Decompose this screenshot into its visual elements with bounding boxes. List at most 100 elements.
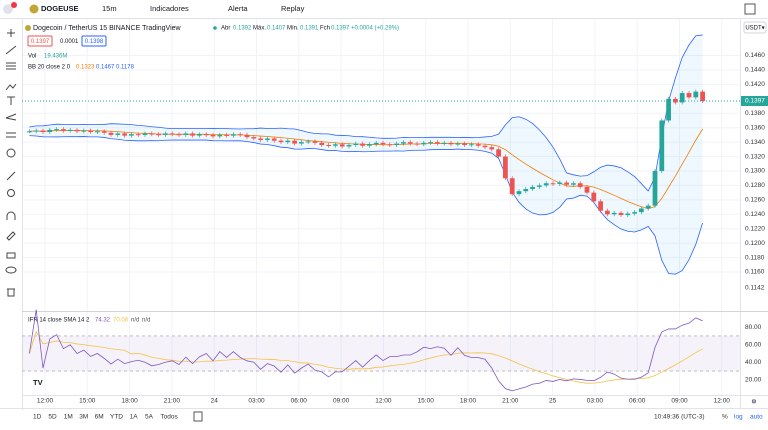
clock: 10:49:36 (UTC-3) xyxy=(654,414,705,421)
candle xyxy=(353,143,359,146)
time-label: 12:00 xyxy=(375,398,392,405)
fib-tool[interactable] xyxy=(6,62,16,70)
candle xyxy=(312,141,318,143)
candle xyxy=(40,130,46,133)
time-label: 03:00 xyxy=(587,398,604,405)
time-label: 25 xyxy=(549,398,557,405)
candle xyxy=(115,133,121,135)
high-label: Máx. xyxy=(253,26,266,32)
tv-logo: TV xyxy=(33,378,43,387)
rsi-tick-label: 80.00 xyxy=(745,324,762,331)
candle xyxy=(387,144,393,146)
magnet-tool[interactable] xyxy=(6,211,16,220)
avatar[interactable] xyxy=(3,4,13,14)
icons-tool[interactable] xyxy=(6,148,16,158)
open-label: Abr xyxy=(221,26,230,32)
candle xyxy=(197,134,202,136)
interval[interactable]: 15m xyxy=(102,4,117,13)
y-tick-label: 0.1380 xyxy=(745,110,765,117)
alert[interactable]: Alerta xyxy=(228,4,248,13)
candle xyxy=(190,133,195,136)
coin-icon xyxy=(29,4,39,14)
candle xyxy=(95,131,100,133)
candle xyxy=(285,140,291,143)
candle xyxy=(61,129,66,131)
range-button[interactable]: Todos xyxy=(160,414,178,421)
candle xyxy=(455,143,461,145)
candle xyxy=(686,93,692,98)
range-button[interactable]: 5A xyxy=(145,414,154,421)
forecast-tool[interactable] xyxy=(6,132,16,138)
sell[interactable]: 0.1397 xyxy=(31,39,50,45)
rsi-sma-line xyxy=(29,330,703,384)
sell-box[interactable] xyxy=(27,35,53,47)
candle xyxy=(543,183,549,186)
candle xyxy=(74,129,80,132)
trend-tool[interactable] xyxy=(5,45,17,55)
low: 0.1391 xyxy=(300,26,319,32)
range-button[interactable]: YTD xyxy=(110,414,123,421)
candle xyxy=(271,138,277,141)
candle xyxy=(571,183,576,185)
pattern-tool[interactable] xyxy=(5,113,17,121)
date-range-icon[interactable] xyxy=(193,411,203,422)
candle xyxy=(482,145,488,148)
currency-box[interactable] xyxy=(743,21,767,34)
range-button[interactable]: 5D xyxy=(48,414,57,421)
candle xyxy=(618,212,624,216)
time-label: 12:00 xyxy=(37,398,54,405)
symbol[interactable]: DOGEUSE xyxy=(41,4,79,13)
candle xyxy=(339,144,345,147)
text-tool[interactable] xyxy=(7,96,15,105)
close: 0.1397 xyxy=(331,26,350,32)
range-button[interactable]: 3M xyxy=(79,414,88,421)
candle xyxy=(659,120,665,171)
layout-icon[interactable] xyxy=(744,3,756,15)
range-button[interactable]: 1M xyxy=(64,414,73,421)
brush-tool[interactable] xyxy=(5,83,17,91)
candle xyxy=(217,134,223,137)
lock-tool[interactable] xyxy=(6,252,16,259)
replay[interactable]: Replay xyxy=(281,4,305,13)
y-tick-label: 0.1320 xyxy=(745,153,765,160)
candle xyxy=(27,131,32,133)
rsi-tick-label: 20.00 xyxy=(745,377,762,384)
status-dot xyxy=(213,26,217,30)
candle xyxy=(305,141,311,143)
rsi-value: 74.32 xyxy=(95,318,111,324)
rsi-line xyxy=(29,309,703,392)
buy-box[interactable] xyxy=(81,35,107,47)
range-button[interactable]: 1A xyxy=(130,414,139,421)
high: 0.1407 xyxy=(267,26,286,32)
candle xyxy=(645,205,651,209)
crosshair-tool[interactable] xyxy=(7,29,15,37)
candle xyxy=(401,142,406,144)
y-tick-label: 0.1460 xyxy=(745,52,765,59)
indicators[interactable]: Indicadores xyxy=(150,4,189,13)
log[interactable]: log xyxy=(734,414,743,421)
candle xyxy=(88,130,93,133)
candle xyxy=(462,143,467,146)
candle xyxy=(489,147,495,150)
lock-draw-tool[interactable] xyxy=(6,231,16,241)
candle xyxy=(346,145,352,147)
legend-title: Dogecoin / TetherUS 15 BINANCE TradingVi… xyxy=(33,25,182,32)
zoom-tool[interactable] xyxy=(7,189,15,197)
measure-tool[interactable] xyxy=(6,171,16,181)
currency[interactable]: USDT▾ xyxy=(745,26,764,32)
candle xyxy=(537,185,542,187)
trash-tool[interactable] xyxy=(7,288,15,297)
buy[interactable]: 0.1398 xyxy=(85,39,104,45)
settings-icon[interactable]: ⚙ xyxy=(751,399,756,406)
percent[interactable]: % xyxy=(722,414,728,421)
range-button[interactable]: 1D xyxy=(33,414,42,421)
y-tick-label: 0.1340 xyxy=(745,139,765,146)
eye-tool[interactable] xyxy=(5,266,17,274)
y-tick-label: 0.1240 xyxy=(745,211,765,218)
candle xyxy=(577,183,583,187)
candle xyxy=(231,134,236,136)
auto[interactable]: auto xyxy=(750,414,763,421)
range-button[interactable]: 6M xyxy=(95,414,104,421)
